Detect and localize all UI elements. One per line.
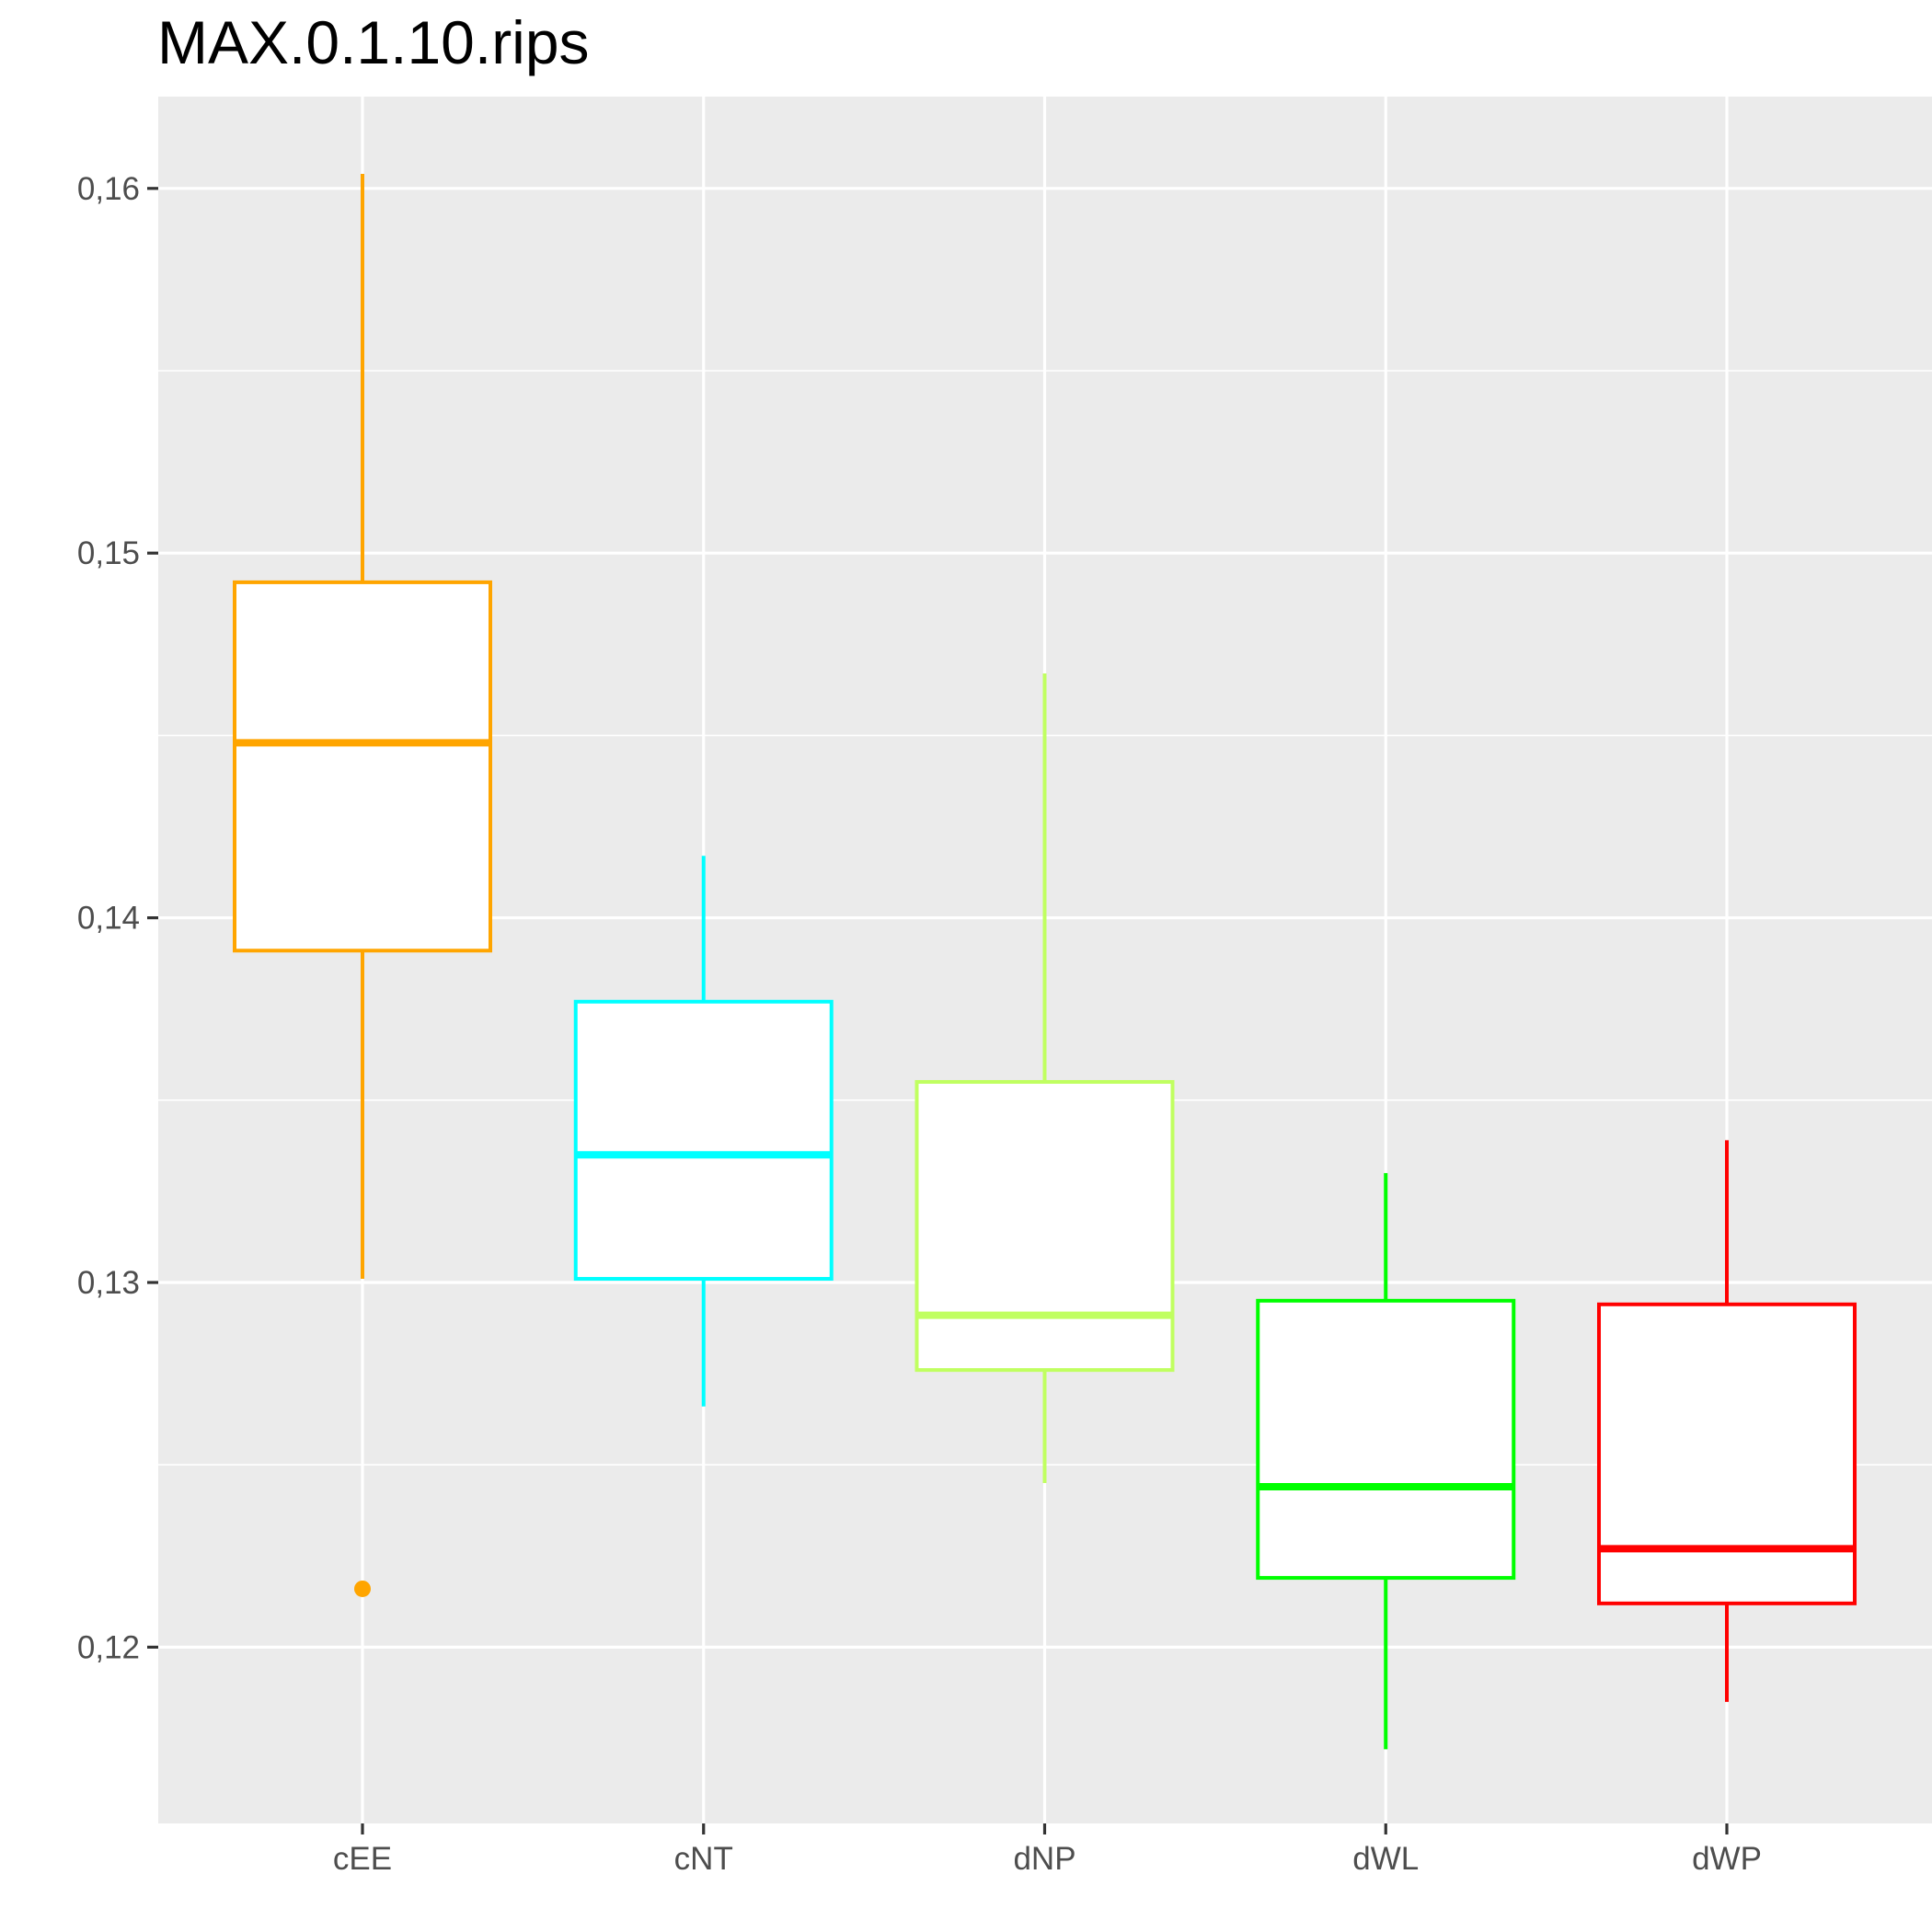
box-iqr: [1256, 1298, 1516, 1581]
box-dNP: [914, 673, 1175, 1484]
y-tick-label: 0,15: [77, 535, 140, 571]
outlier-point: [354, 1580, 371, 1597]
box-iqr: [914, 1079, 1175, 1373]
box-cEE: [233, 173, 492, 1597]
boxes: [233, 173, 1857, 1750]
axes: 0,12 0,13 0,14 0,15 0,16 cEE cNT dNP dWL dWP: [77, 171, 1762, 1877]
box-cNT: [573, 856, 834, 1407]
box-dWL: [1256, 1173, 1516, 1750]
box-dWP: [1597, 1140, 1857, 1702]
x-tick-label: cNT: [674, 1841, 733, 1877]
box-iqr: [573, 999, 834, 1282]
x-tick-label: dWL: [1352, 1841, 1419, 1877]
y-tick-label: 0,16: [77, 171, 140, 207]
box-iqr: [233, 580, 492, 953]
y-tick-label: 0,12: [77, 1629, 140, 1665]
x-tick-label: dNP: [1013, 1841, 1075, 1877]
y-tick-label: 0,13: [77, 1265, 140, 1301]
y-tick-label: 0,14: [77, 901, 140, 937]
x-tick-label: dWP: [1692, 1841, 1762, 1877]
box-iqr: [1597, 1302, 1857, 1605]
x-tick-label: cEE: [333, 1841, 392, 1877]
chart-title: MAX.0.1.10.rips: [157, 8, 590, 76]
